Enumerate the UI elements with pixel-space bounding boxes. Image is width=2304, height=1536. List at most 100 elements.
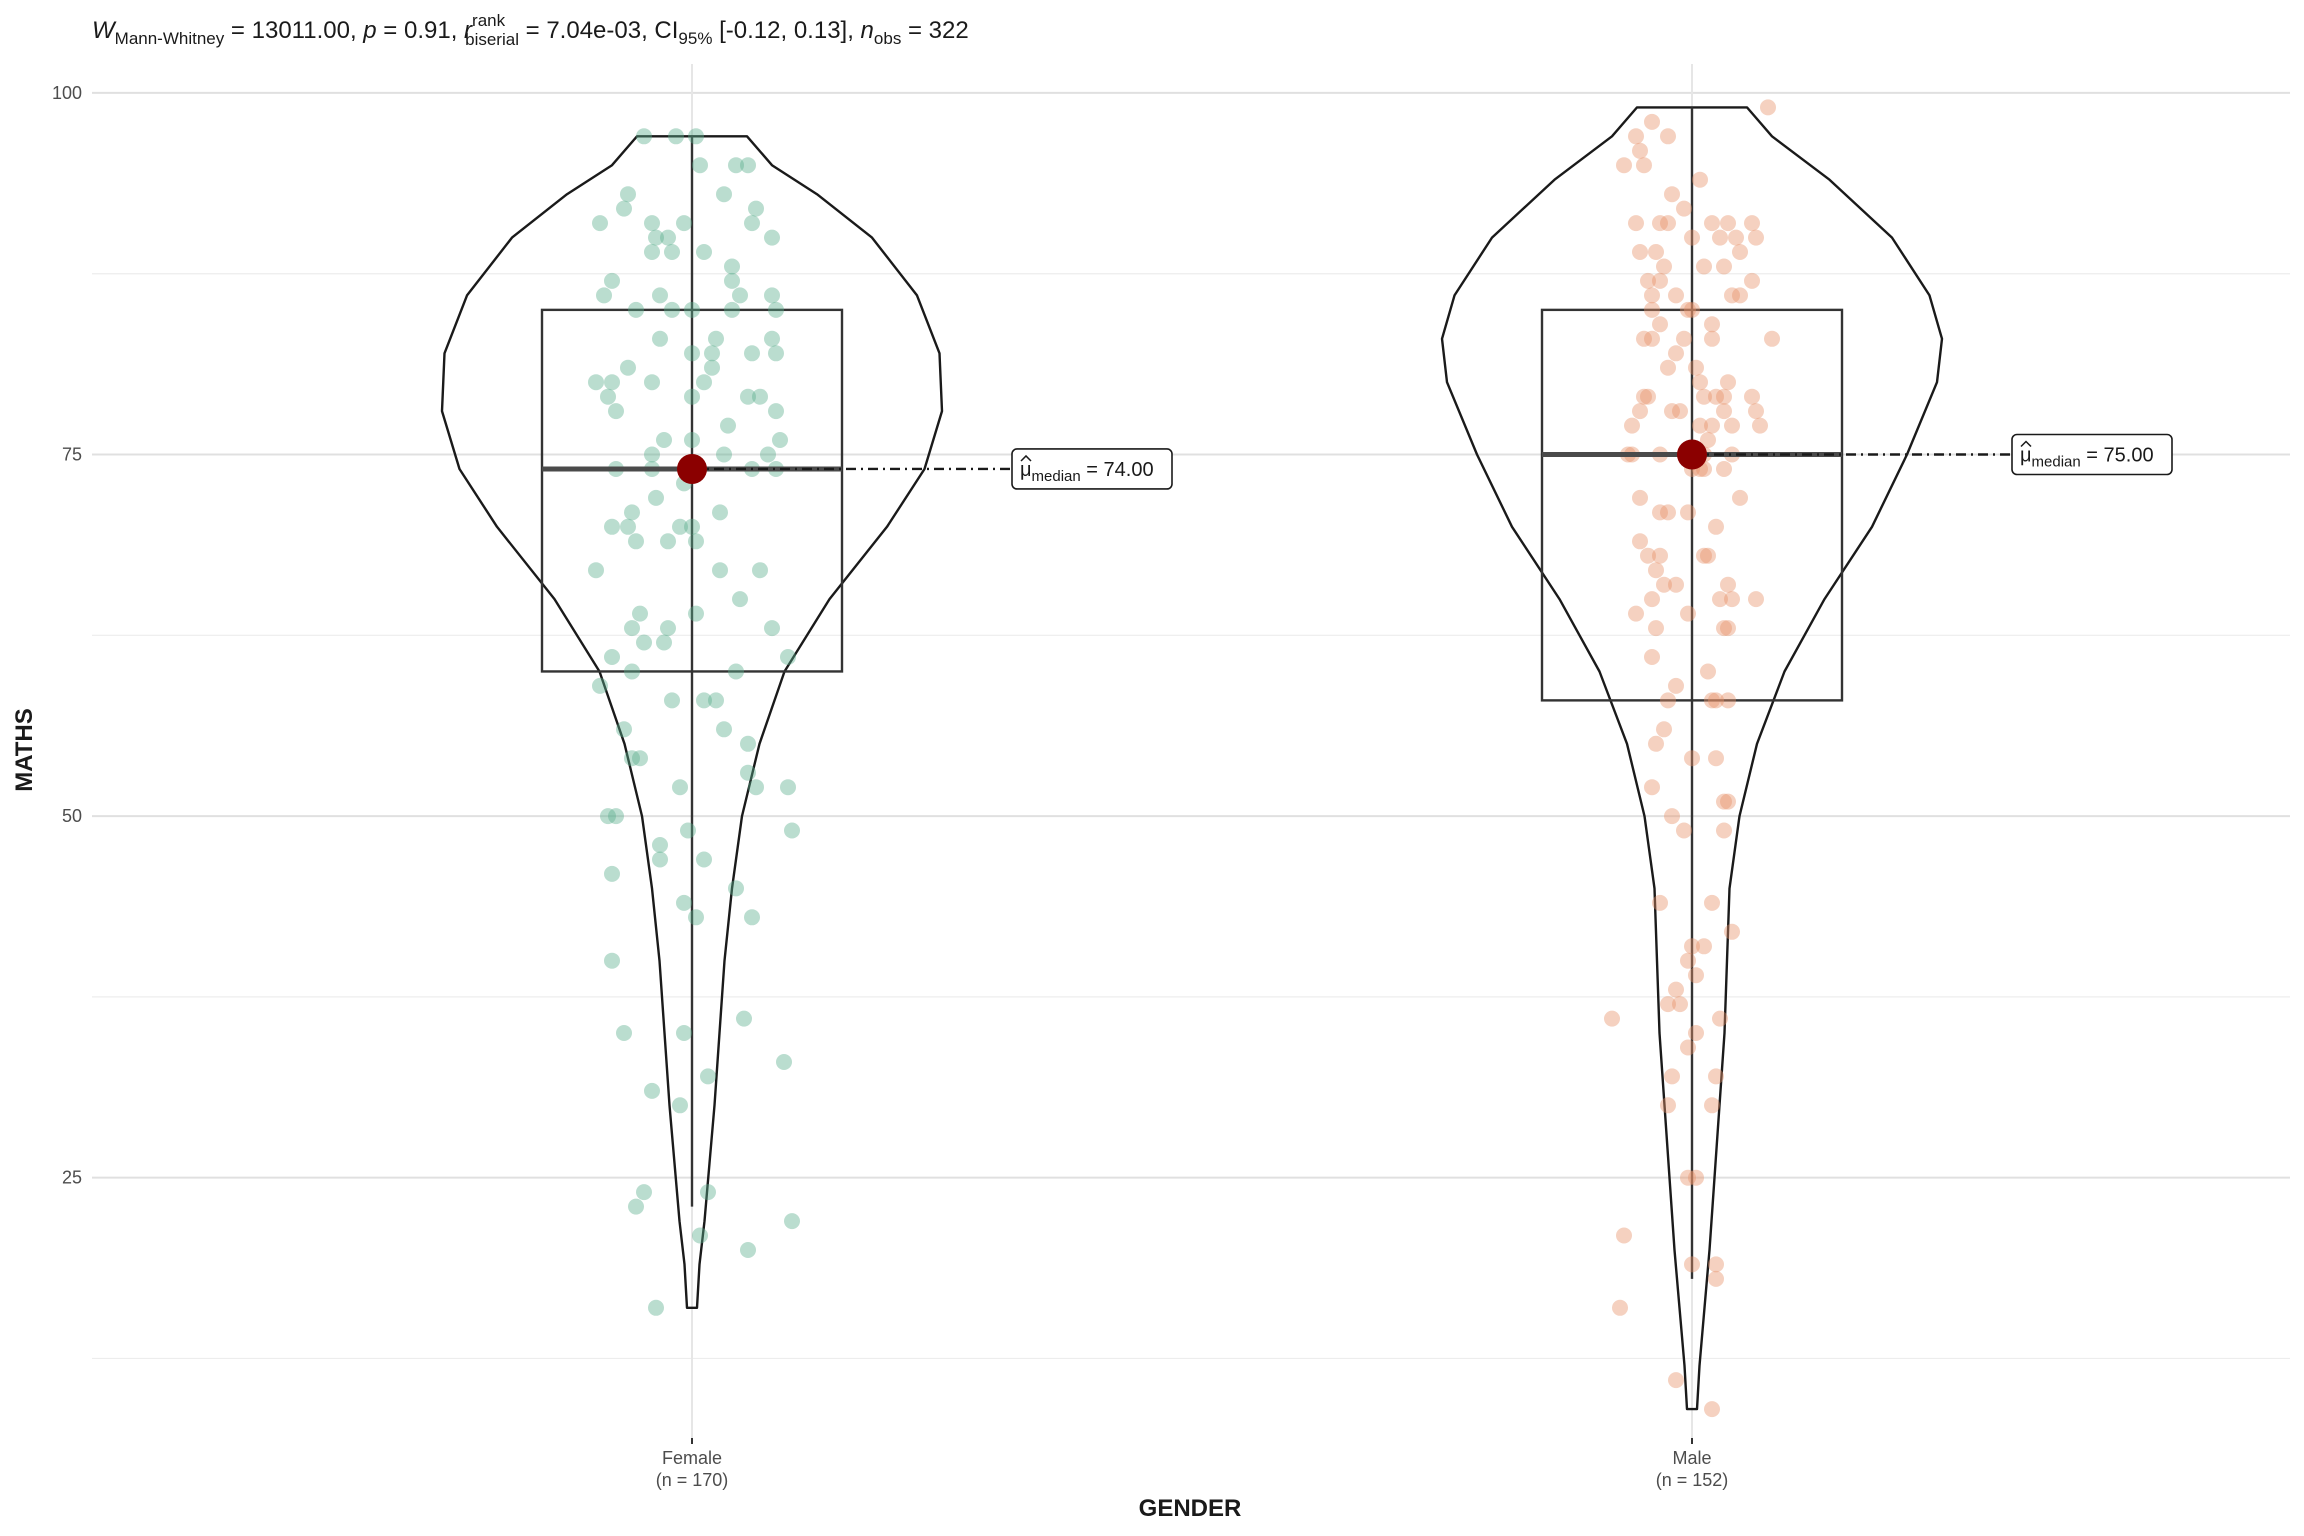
data-point bbox=[1664, 1068, 1680, 1085]
data-point bbox=[1684, 938, 1700, 955]
data-point bbox=[1704, 1097, 1720, 1114]
data-point bbox=[768, 301, 784, 318]
data-point bbox=[1720, 374, 1736, 391]
data-point bbox=[1656, 576, 1672, 593]
data-point bbox=[1652, 894, 1668, 911]
data-point bbox=[1640, 272, 1656, 289]
chart-subtitle: WMann-Whitney = 13011.00, p = 0.91, rran… bbox=[92, 11, 969, 49]
data-point bbox=[1684, 229, 1700, 246]
data-point bbox=[1720, 692, 1736, 709]
data-point bbox=[748, 200, 764, 217]
data-point bbox=[1672, 996, 1688, 1013]
data-point bbox=[1636, 330, 1652, 347]
data-point bbox=[696, 692, 712, 709]
data-point bbox=[1724, 591, 1740, 608]
data-point bbox=[736, 1010, 752, 1027]
data-point bbox=[684, 518, 700, 535]
data-point bbox=[604, 272, 620, 289]
data-point bbox=[672, 779, 688, 796]
group-male: μmedian = 75.00 bbox=[1440, 99, 2173, 1418]
y-tick-label: 75 bbox=[62, 445, 82, 465]
data-point bbox=[1616, 157, 1632, 174]
data-point bbox=[1716, 258, 1732, 275]
data-point bbox=[648, 489, 664, 506]
data-point bbox=[592, 677, 608, 694]
data-point bbox=[588, 374, 604, 391]
y-axis: 25 50 75 100 bbox=[52, 83, 82, 1188]
data-point bbox=[1680, 605, 1696, 622]
data-point bbox=[752, 562, 768, 579]
data-point bbox=[1716, 822, 1732, 839]
data-point bbox=[1660, 359, 1676, 376]
data-point bbox=[1732, 244, 1748, 260]
hat-glyph bbox=[2020, 440, 2032, 448]
data-point bbox=[1660, 692, 1676, 709]
data-point bbox=[1672, 403, 1688, 420]
data-point bbox=[708, 692, 724, 709]
data-point bbox=[620, 359, 636, 376]
data-point bbox=[1752, 417, 1768, 434]
median-label: μmedian = 74.00 bbox=[1011, 448, 1173, 490]
data-point bbox=[1652, 215, 1668, 232]
data-point bbox=[644, 446, 660, 463]
median-label-text: μmedian = 74.00 bbox=[1020, 459, 1154, 485]
data-point bbox=[596, 287, 612, 304]
data-point bbox=[1696, 547, 1712, 564]
data-point bbox=[692, 157, 708, 174]
data-point bbox=[1680, 504, 1696, 521]
data-point bbox=[652, 851, 668, 868]
data-point bbox=[1628, 605, 1644, 622]
data-point bbox=[1708, 1270, 1724, 1287]
data-point bbox=[1688, 359, 1704, 376]
data-point bbox=[648, 1299, 664, 1316]
data-point bbox=[740, 735, 756, 752]
data-point bbox=[764, 330, 780, 347]
data-point bbox=[620, 518, 636, 535]
data-point bbox=[1664, 403, 1680, 420]
data-point bbox=[1708, 1068, 1724, 1085]
data-point bbox=[708, 330, 724, 347]
data-point bbox=[724, 272, 740, 289]
data-point bbox=[1700, 432, 1716, 448]
data-point bbox=[684, 301, 700, 318]
data-point bbox=[1720, 576, 1736, 593]
data-point bbox=[676, 215, 692, 232]
data-point bbox=[1668, 576, 1684, 593]
data-point bbox=[1696, 258, 1712, 275]
data-point bbox=[700, 1184, 716, 1201]
x-tick-sublabel: (n = 170) bbox=[656, 1470, 729, 1490]
data-point bbox=[740, 388, 756, 405]
data-point bbox=[1616, 1227, 1632, 1244]
data-point bbox=[780, 649, 796, 665]
data-point bbox=[1744, 215, 1760, 232]
data-point bbox=[632, 750, 648, 767]
data-point bbox=[664, 244, 680, 260]
data-point bbox=[1748, 403, 1764, 420]
data-point bbox=[604, 952, 620, 969]
data-point bbox=[704, 359, 720, 376]
data-point bbox=[1652, 504, 1668, 521]
data-point bbox=[720, 417, 736, 434]
data-point bbox=[636, 128, 652, 145]
data-point bbox=[772, 432, 788, 448]
data-point bbox=[636, 634, 652, 651]
data-point bbox=[1732, 489, 1748, 506]
data-point bbox=[696, 244, 712, 260]
data-point bbox=[608, 403, 624, 420]
data-point bbox=[728, 663, 744, 680]
data-point bbox=[1644, 330, 1660, 347]
data-point bbox=[768, 403, 784, 420]
data-point bbox=[1648, 620, 1664, 637]
data-point bbox=[1644, 113, 1660, 130]
data-point bbox=[1660, 504, 1676, 521]
data-point bbox=[684, 432, 700, 448]
data-point bbox=[660, 229, 676, 246]
data-point bbox=[1684, 1256, 1700, 1273]
groups: μmedian = 74.00 μmedian = 75.00 bbox=[440, 99, 2173, 1418]
data-point bbox=[608, 808, 624, 825]
data-point bbox=[1636, 388, 1652, 405]
data-point bbox=[1632, 403, 1648, 420]
data-point bbox=[1716, 388, 1732, 405]
